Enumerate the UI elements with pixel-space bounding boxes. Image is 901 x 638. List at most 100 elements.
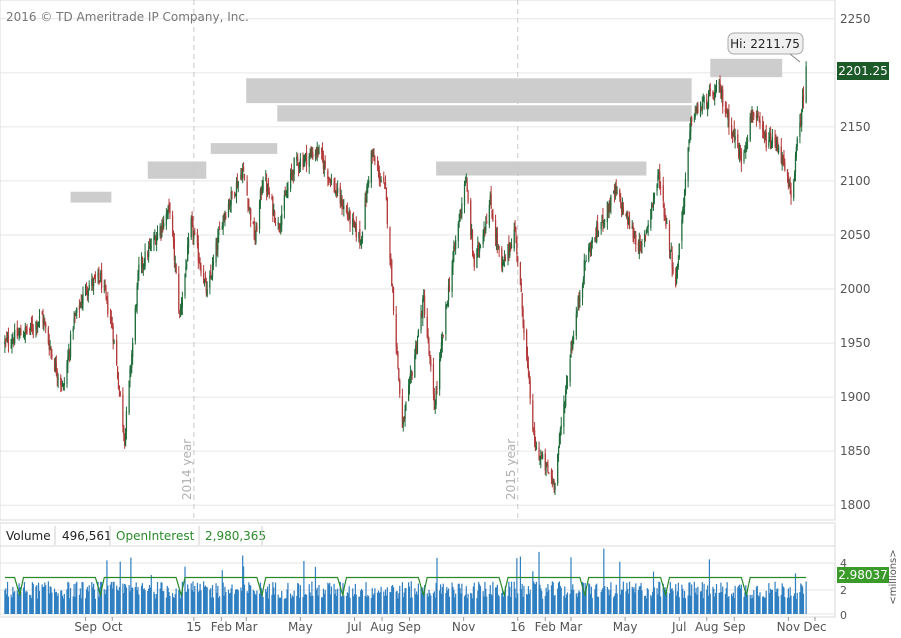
volume-tick-2: 2	[840, 584, 847, 597]
candle-body	[405, 402, 407, 410]
volume-bar	[100, 581, 102, 614]
volume-bar	[656, 588, 658, 614]
candle-body	[695, 109, 697, 111]
candle-body	[554, 482, 556, 490]
candle-body	[334, 183, 336, 193]
volume-bar	[764, 597, 766, 614]
volume-bar	[725, 588, 727, 614]
candle-body	[72, 328, 74, 332]
price-zones	[70, 58, 783, 203]
volume-bar	[771, 589, 774, 614]
candle-body	[252, 221, 254, 225]
volume-bar	[29, 594, 31, 614]
volume-bar	[757, 595, 759, 614]
candle-body	[317, 148, 319, 155]
volume-bar	[544, 596, 546, 614]
candle-body	[645, 230, 648, 234]
candle-body	[118, 385, 120, 391]
candle-body	[786, 169, 789, 176]
volume-bar	[322, 588, 325, 614]
candle-body	[299, 159, 301, 167]
candle-body	[483, 228, 485, 239]
volume-bar	[212, 597, 215, 614]
volume-bar	[149, 587, 152, 614]
candle-body	[277, 222, 279, 225]
candle-body	[92, 278, 95, 287]
candle-body	[51, 354, 53, 357]
volume-bar	[664, 587, 666, 614]
volume-bar	[56, 595, 58, 614]
candle-body	[156, 232, 159, 241]
volume-bar	[374, 588, 376, 614]
candle-body	[523, 325, 525, 334]
price-zone-3	[246, 78, 692, 104]
candle-body	[551, 477, 553, 484]
x-label-12: Mar	[560, 620, 583, 634]
candle-body	[532, 400, 534, 430]
volume-bar	[727, 597, 729, 614]
volume-bar	[625, 591, 627, 614]
candle-body	[74, 315, 76, 317]
candle-body	[82, 293, 84, 304]
candle-body	[409, 373, 412, 378]
candle-body	[25, 326, 27, 330]
candle-body	[458, 220, 460, 222]
volume-bar	[414, 588, 416, 614]
volume-bar	[173, 597, 175, 614]
candle-body	[258, 201, 261, 229]
candle-body	[755, 114, 758, 119]
volume-bar	[345, 596, 348, 614]
candle-body	[606, 202, 608, 223]
volume-bar	[349, 597, 351, 614]
candle-body	[286, 191, 288, 197]
candle-body	[198, 259, 200, 264]
candle-body	[131, 354, 133, 368]
volume-bar	[801, 584, 803, 614]
volume-bar	[290, 598, 293, 614]
candle-body	[790, 190, 792, 198]
candle-body	[745, 146, 747, 151]
candle-body	[262, 180, 264, 191]
volume-bar	[136, 590, 138, 614]
volume-bar	[383, 591, 385, 614]
candle-body	[11, 342, 13, 347]
volume-bar	[553, 595, 555, 614]
candle-body	[138, 264, 140, 273]
volume-bar	[266, 586, 269, 614]
volume-bar	[112, 581, 114, 614]
volume-bar	[428, 589, 430, 614]
candle-body	[19, 331, 21, 335]
volume-bar	[659, 581, 661, 614]
candle-body	[187, 238, 190, 248]
candle-body	[194, 232, 196, 234]
volume-bar	[541, 598, 544, 614]
candle-body	[757, 116, 759, 118]
volume-bar	[426, 593, 428, 614]
volume-bar	[433, 591, 435, 614]
volume-bar	[638, 586, 640, 614]
candle-body	[364, 198, 366, 230]
candle-body	[675, 269, 678, 284]
candle-body	[572, 337, 574, 349]
candle-body	[218, 229, 221, 231]
volume-bar	[384, 589, 387, 614]
volume-bar	[380, 586, 382, 614]
candle-body	[291, 172, 293, 176]
candle-body	[600, 222, 602, 230]
volume-bar	[179, 598, 182, 614]
candle-body	[31, 323, 34, 331]
volume-bar	[117, 590, 120, 614]
candle-body	[416, 339, 419, 352]
volume-bar	[298, 597, 301, 614]
candle-body	[349, 211, 351, 225]
candle-body	[110, 317, 112, 322]
candle-body	[538, 447, 540, 461]
volume-bar	[652, 591, 654, 614]
volume-bar	[181, 581, 183, 614]
volume-bar	[37, 598, 39, 614]
candle-body	[78, 305, 81, 310]
candle-body	[217, 236, 219, 251]
volume-bar	[415, 594, 417, 614]
